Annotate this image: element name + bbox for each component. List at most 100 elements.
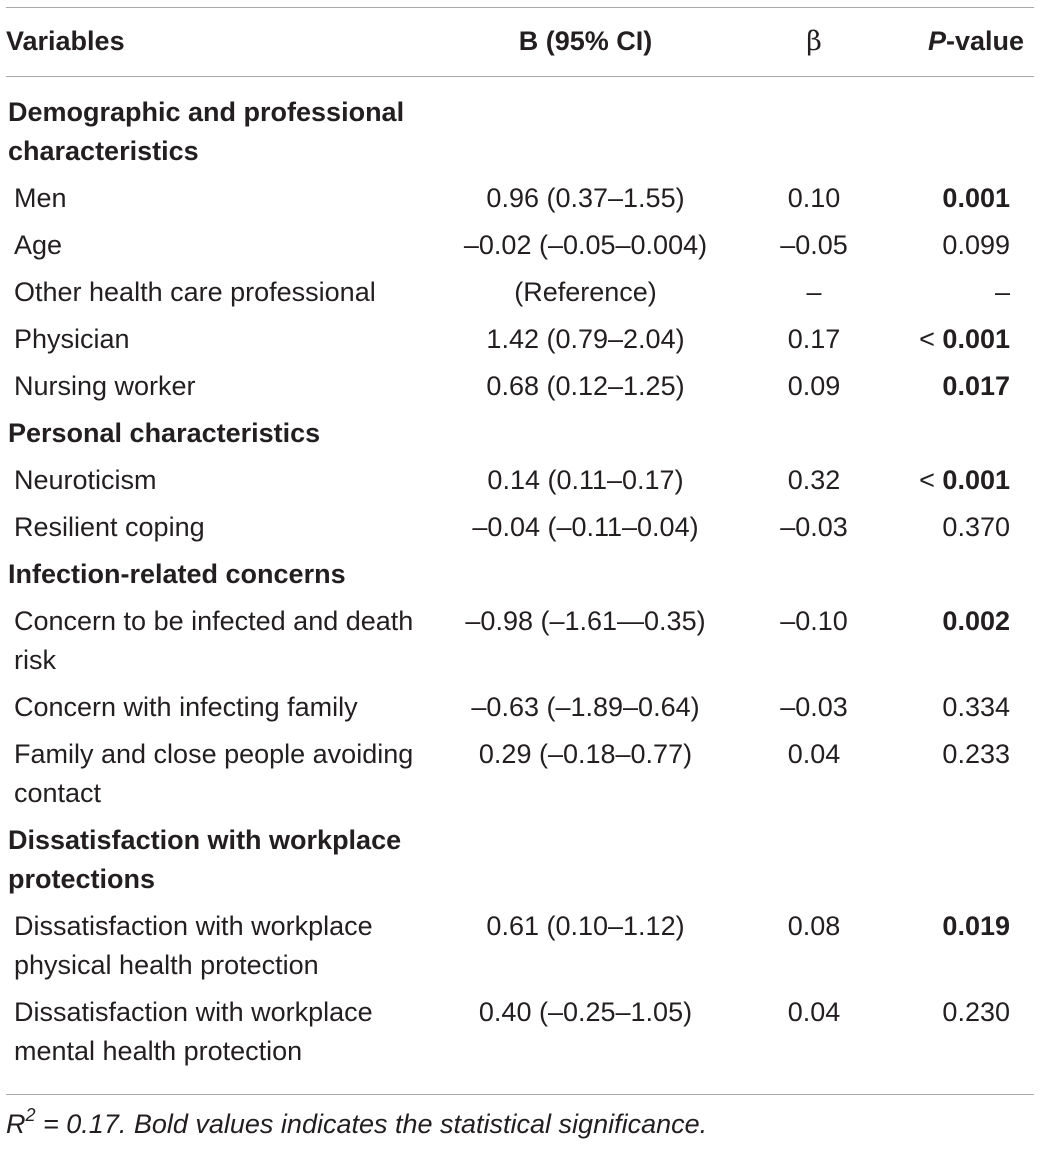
section-title: Personal characteristics — [8, 418, 321, 448]
b-ci-cell: (Reference) — [514, 277, 657, 307]
beta-symbol: β — [806, 26, 822, 57]
b-ci-cell: 0.14 (0.11–0.17) — [487, 465, 684, 495]
beta-cell: –0.05 — [780, 230, 848, 260]
b-ci-cell: 0.68 (0.12–1.25) — [486, 371, 685, 401]
p-value: 0.233 — [942, 739, 1010, 769]
header-beta: β — [729, 8, 899, 75]
b-ci-cell: –0.98 (–1.61—0.35) — [465, 606, 706, 636]
empty-cell — [442, 410, 729, 457]
table-row: Nursing worker 0.68 (0.12–1.25) 0.09 0.017 — [6, 363, 1034, 410]
empty-cell — [729, 410, 899, 457]
variable-cell: Concern to be infected and death risk — [14, 606, 414, 675]
p-value-cell: < 0.001 — [899, 457, 1034, 504]
header-variables: Variables — [6, 26, 125, 56]
footnote-sup: 2 — [25, 1105, 36, 1125]
variable-cell: Nursing worker — [14, 371, 196, 401]
table-row: Men 0.96 (0.37–1.55) 0.10 0.001 — [6, 175, 1034, 222]
section-row: Personal characteristics — [6, 410, 1034, 457]
footnote-r: R — [6, 1109, 26, 1139]
table-body: Demographic and professional characteris… — [6, 75, 1034, 1075]
b-ci-cell: 0.61 (0.10–1.12) — [486, 911, 685, 941]
header-p-italic: P — [927, 26, 946, 56]
table-row: Age –0.02 (–0.05–0.004) –0.05 0.099 — [6, 222, 1034, 269]
variable-cell: Physician — [14, 324, 130, 354]
regression-table: Variables B (95% CI) β P-value Demograph… — [6, 8, 1034, 1075]
section-row: Infection-related concerns — [6, 551, 1034, 598]
variable-cell: Dissatisfaction with workplace mental he… — [14, 997, 373, 1066]
p-value: 0.002 — [942, 606, 1010, 636]
variable-cell: Neuroticism — [14, 465, 157, 495]
beta-cell: – — [806, 277, 822, 307]
empty-cell — [442, 551, 729, 598]
p-value: 0.019 — [942, 911, 1010, 941]
table-row: Concern to be infected and death risk –0.… — [6, 598, 1034, 684]
header-p-rest: -value — [945, 26, 1024, 56]
beta-cell: 0.04 — [787, 739, 841, 769]
beta-cell: –0.10 — [780, 606, 848, 636]
p-value-cell: 0.233 — [899, 731, 1034, 817]
p-value-cell: < 0.001 — [899, 316, 1034, 363]
table-row: Other health care professional (Reference… — [6, 269, 1034, 316]
empty-cell — [442, 817, 729, 903]
p-value-cell: 0.019 — [899, 903, 1034, 989]
table-row: Dissatisfaction with workplace physical … — [6, 903, 1034, 989]
p-value-cell: 0.230 — [899, 989, 1034, 1075]
table-row: Concern with infecting family –0.63 (–1.8… — [6, 684, 1034, 731]
variable-cell: Resilient coping — [14, 512, 205, 542]
p-value: 0.099 — [942, 230, 1010, 260]
bottom-rule — [6, 1094, 1034, 1095]
section-title: Infection-related concerns — [8, 559, 346, 589]
p-value: 0.001 — [942, 183, 1010, 213]
b-ci-cell: 0.40 (–0.25–1.05) — [478, 997, 693, 1027]
b-ci-cell: –0.02 (–0.05–0.004) — [463, 230, 708, 260]
p-value-cell: 0.017 — [899, 363, 1034, 410]
p-value: 0.001 — [942, 324, 1010, 354]
beta-cell: –0.03 — [780, 512, 848, 542]
header-row: Variables B (95% CI) β P-value — [6, 8, 1034, 75]
section-title: Demographic and professional characteris… — [8, 97, 405, 166]
b-ci-cell: –0.04 (–0.11–0.04) — [472, 512, 699, 542]
variable-cell: Age — [14, 230, 63, 260]
table-row: Family and close people avoiding contact… — [6, 731, 1034, 817]
empty-cell — [442, 75, 729, 175]
header-rule — [6, 76, 1034, 77]
variable-cell: Concern with infecting family — [14, 692, 358, 722]
variable-cell: Other health care professional — [14, 277, 376, 307]
b-ci-cell: 0.29 (–0.18–0.77) — [478, 739, 693, 769]
p-value-cell: 0.099 — [899, 222, 1034, 269]
table-row: Resilient coping –0.04 (–0.11–0.04) –0.03 0… — [6, 504, 1034, 551]
b-ci-cell: 1.42 (0.79–2.04) — [486, 324, 685, 354]
beta-cell: 0.08 — [787, 911, 841, 941]
beta-cell: 0.32 — [787, 465, 841, 495]
variable-cell: Men — [14, 183, 67, 213]
p-value: 0.017 — [942, 371, 1010, 401]
table-row: Dissatisfaction with workplace mental he… — [6, 989, 1034, 1075]
empty-cell — [729, 75, 899, 175]
beta-cell: 0.17 — [787, 324, 841, 354]
b-ci-cell: –0.63 (–1.89–0.64) — [471, 692, 700, 722]
p-value-cell: 0.334 — [899, 684, 1034, 731]
footnote-text: = 0.17. Bold values indicates the statis… — [35, 1109, 708, 1139]
variable-cell: Family and close people avoiding contact — [14, 739, 414, 808]
variable-cell: Dissatisfaction with workplace physical … — [14, 911, 373, 980]
beta-cell: 0.09 — [787, 371, 841, 401]
p-value-cell: 0.001 — [899, 175, 1034, 222]
b-ci-cell: 0.96 (0.37–1.55) — [486, 183, 685, 213]
empty-cell — [899, 75, 1034, 175]
empty-cell — [899, 551, 1034, 598]
less-than-sign: < — [919, 324, 943, 354]
section-row: Demographic and professional characteris… — [6, 75, 1034, 175]
section-row: Dissatisfaction with workplace protectio… — [6, 817, 1034, 903]
header-p-value: P-value — [899, 8, 1034, 75]
p-value: 0.001 — [942, 465, 1010, 495]
p-value-cell: 0.370 — [899, 504, 1034, 551]
table-footnote: R2 = 0.17. Bold values indicates the sta… — [6, 1104, 707, 1144]
beta-cell: 0.04 — [787, 997, 841, 1027]
beta-cell: 0.10 — [787, 183, 841, 213]
empty-cell — [899, 410, 1034, 457]
p-value: 0.230 — [942, 997, 1010, 1027]
p-value: 0.334 — [942, 692, 1010, 722]
section-title: Dissatisfaction with workplace protectio… — [8, 825, 402, 894]
p-value: 0.370 — [942, 512, 1010, 542]
